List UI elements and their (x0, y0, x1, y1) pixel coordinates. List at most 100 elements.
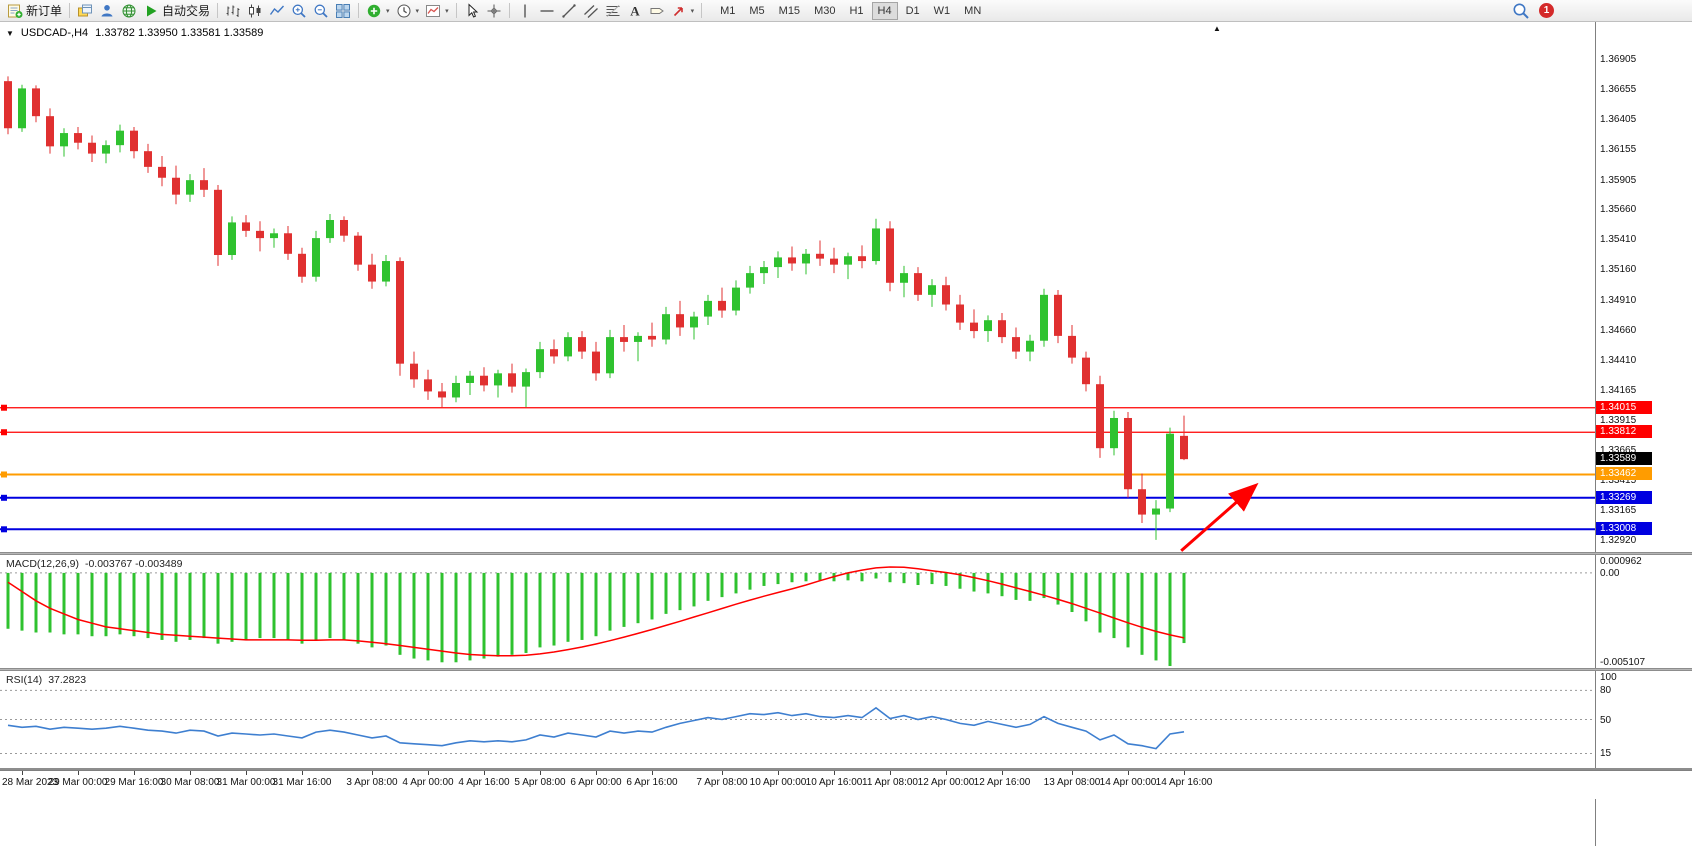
dropdown-caret-icon: ▾ (415, 7, 420, 15)
price-axis-label: 1.33665 (1600, 444, 1637, 456)
line-handle[interactable] (1, 494, 7, 501)
toolbar-collapse-icon[interactable]: ▲ (1213, 24, 1221, 33)
time-tick (1002, 771, 1003, 775)
timeframe-h4[interactable]: H4 (871, 1, 898, 20)
line-chart-mode-button[interactable] (266, 1, 288, 21)
label-icon (649, 3, 665, 19)
price-axis-label: 1.35660 (1600, 204, 1637, 216)
chevron-down-icon[interactable]: ▼ (6, 28, 14, 38)
rsi-panel[interactable] (0, 671, 1595, 768)
timeframe-h1[interactable]: H1 (849, 4, 864, 17)
auto-trading-button[interactable]: 自动交易 (140, 1, 213, 21)
rsi-axis-label: 80 (1600, 685, 1612, 697)
crosshair-tool-button[interactable] (483, 1, 505, 21)
timeframe-d1[interactable]: D1 (905, 4, 920, 17)
template-icon (425, 3, 441, 19)
vertical-line-tool-button[interactable] (514, 1, 536, 21)
line-handle[interactable] (1, 404, 7, 411)
price-tag: 1.33269 (1596, 490, 1652, 504)
main-price-chart[interactable] (0, 22, 1595, 552)
rsi-axis-label: 50 (1600, 714, 1612, 726)
panel-separator[interactable] (0, 768, 1692, 770)
templates-button[interactable]: ▾ (422, 1, 452, 21)
toolbar-separator (69, 3, 71, 18)
label-tool-button[interactable] (646, 1, 668, 21)
indicators-button[interactable]: ▾ (363, 1, 393, 21)
arrows-tool-button[interactable]: ▾ (668, 1, 698, 21)
time-axis-label: 29 Mar 16:00 (104, 777, 164, 788)
channel-tool-button[interactable] (580, 1, 602, 21)
history-center-button[interactable] (118, 1, 140, 21)
time-tick (22, 771, 23, 775)
price-axis-label: 1.34165 (1600, 384, 1637, 396)
macd-panel[interactable] (0, 555, 1595, 668)
line-handle[interactable] (1, 471, 7, 478)
time-tick (1184, 771, 1185, 775)
time-axis-label: 12 Apr 16:00 (973, 777, 1031, 788)
timeframe-w1[interactable]: W1 (933, 4, 951, 17)
timeframe-mn[interactable]: MN (964, 4, 982, 17)
bar-chart-mode-button[interactable] (222, 1, 244, 21)
time-axis-label: 12 Apr 00:00 (917, 777, 975, 788)
time-tick (834, 771, 835, 775)
toolbar: 新订单 自动交易 ▾ ▾ ▾ A ▾ M1 M5 M15 M30 H1 H4 D1 W1 MN 1 (0, 0, 1692, 22)
periods-button[interactable]: ▾ (393, 1, 423, 21)
time-tick (428, 771, 429, 775)
timeframe-m5[interactable]: M5 (749, 4, 765, 17)
fibonacci-tool-button[interactable] (602, 1, 624, 21)
ohlc-values: 1.33782 1.33950 1.33581 1.33589 (95, 27, 264, 39)
time-axis-label: 4 Apr 00:00 (402, 777, 454, 788)
line-handle[interactable] (1, 526, 7, 533)
cursor-icon (464, 2, 480, 19)
line-handle[interactable] (1, 429, 7, 436)
horizontal-line-tool-button[interactable] (536, 1, 558, 21)
price-axis-label: 1.35410 (1600, 234, 1637, 246)
timeframe-group: M1 M5 M15 M30 H1 H4 D1 W1 MN (714, 1, 987, 20)
notification-badge[interactable]: 1 (1539, 3, 1554, 18)
market-watch-button[interactable] (96, 1, 118, 21)
panel-separator[interactable] (0, 668, 1692, 671)
macd-axis-label: 0.00 (1600, 568, 1620, 579)
timeframe-m30[interactable]: M30 (814, 4, 836, 17)
rsi-label: RSI(14) 37.2823 (6, 674, 92, 686)
timeframe-m15[interactable]: M15 (778, 4, 801, 17)
time-axis[interactable]: 28 Mar 2023 29 Mar 00:00 29 Mar 16:00 30 Ma… (0, 770, 1692, 799)
rsi-indicator-value: 37.2823 (48, 674, 87, 686)
dropdown-caret-icon: ▾ (690, 7, 695, 15)
candle-chart-mode-button[interactable] (244, 1, 266, 21)
timeframe-m1[interactable]: M1 (720, 4, 736, 17)
price-axis-label: 1.33915 (1600, 414, 1637, 426)
time-tick (1128, 771, 1129, 775)
time-tick (1072, 771, 1073, 775)
toolbar-separator (455, 3, 457, 18)
dropdown-caret-icon: ▾ (445, 7, 449, 15)
toolbar-separator (217, 3, 219, 18)
price-axis[interactable]: 1.36905 1.36655 1.36405 1.36155 1.35905 1.356… (1595, 22, 1692, 846)
time-axis-label: 10 Apr 00:00 (749, 777, 807, 788)
zoom-in-icon (291, 3, 307, 19)
time-tick (484, 771, 485, 775)
panel-separator[interactable] (0, 552, 1692, 555)
macd-axis-label: -0.005107 (1600, 657, 1646, 668)
charts-window-button[interactable] (74, 1, 96, 21)
indicator-add-icon (366, 3, 382, 19)
toolbar-separator (701, 3, 703, 18)
trendline-tool-button[interactable] (558, 1, 580, 21)
rsi-axis-label: 100 (1600, 672, 1617, 683)
new-order-button[interactable]: 新订单 (4, 1, 65, 21)
cursor-tool-button[interactable] (461, 1, 483, 21)
time-axis-label: 6 Apr 00:00 (570, 777, 622, 788)
time-axis-label: 4 Apr 16:00 (458, 777, 510, 788)
windows-icon (77, 3, 93, 19)
zoom-out-button[interactable] (310, 1, 332, 21)
tile-windows-button[interactable] (332, 1, 354, 21)
text-tool-button[interactable]: A (624, 1, 646, 21)
macd-signal-line (7, 566, 1185, 657)
trend-arrow-annotation[interactable] (1180, 482, 1259, 552)
time-tick (890, 771, 891, 775)
search-icon[interactable] (1512, 2, 1530, 25)
time-tick (652, 771, 653, 775)
vline-icon (517, 3, 533, 19)
zoom-in-button[interactable] (288, 1, 310, 21)
time-axis-label: 6 Apr 16:00 (626, 777, 678, 788)
